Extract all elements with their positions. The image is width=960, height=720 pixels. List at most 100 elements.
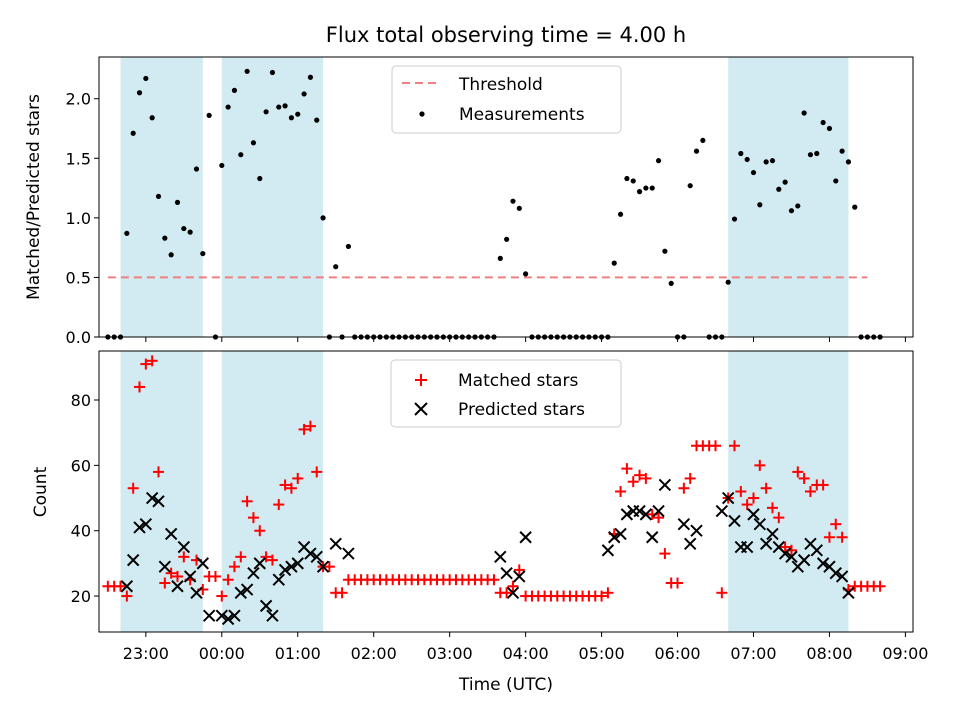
measurement-point bbox=[149, 115, 155, 121]
top-panel: 0.00.51.01.52.0 Matched/Predicted stars … bbox=[24, 56, 914, 347]
predicted-star-point bbox=[171, 580, 184, 593]
measurement-point bbox=[643, 185, 649, 191]
measurement-point bbox=[814, 150, 820, 157]
matched-star-point bbox=[747, 492, 759, 504]
measurement-point bbox=[295, 111, 301, 117]
predicted-star-point bbox=[620, 508, 634, 521]
predicted-star-point bbox=[759, 537, 773, 550]
bottom-x-tick-label: 07:00 bbox=[730, 644, 776, 663]
predicted-star-point bbox=[215, 609, 229, 622]
legend-predicted-label: Predicted stars bbox=[458, 400, 585, 420]
measurement-point bbox=[649, 185, 655, 191]
matched-star-point bbox=[273, 499, 285, 511]
bottom-shaded-intervals bbox=[120, 351, 849, 632]
bottom-x-tick-label: 23:00 bbox=[123, 644, 169, 663]
measurement-point bbox=[288, 115, 295, 121]
matched-star-point bbox=[260, 551, 272, 563]
bottom-y-tick-label: 40 bbox=[71, 522, 91, 541]
predicted-star-point bbox=[766, 527, 779, 541]
matched-star-point bbox=[640, 472, 652, 484]
predicted-star-point bbox=[342, 547, 355, 560]
measurement-point bbox=[738, 150, 744, 157]
predicted-star-point bbox=[145, 491, 159, 505]
matched-star-point bbox=[678, 482, 690, 494]
bottom-x-tick-label: 02:00 bbox=[351, 644, 397, 663]
matched-star-point bbox=[146, 355, 158, 367]
measurement-point bbox=[136, 90, 143, 96]
predicted-star-point bbox=[177, 540, 191, 554]
predicted-star-point bbox=[278, 563, 292, 577]
matched-star-point bbox=[488, 574, 500, 586]
matched-star-point bbox=[836, 531, 848, 543]
top-y-tick-label: 1.5 bbox=[66, 149, 91, 168]
matched-star-point bbox=[634, 469, 646, 481]
matched-star-point bbox=[513, 564, 525, 576]
measurement-point bbox=[523, 271, 529, 277]
measurement-point bbox=[769, 158, 776, 164]
matched-star-point bbox=[140, 358, 152, 370]
measurement-point bbox=[617, 211, 624, 217]
measurement-point bbox=[143, 75, 149, 82]
measurement-point bbox=[700, 137, 706, 144]
predicted-star-point bbox=[266, 609, 279, 622]
matched-star-point bbox=[817, 479, 829, 491]
measurement-point bbox=[795, 203, 801, 209]
predicted-star-point bbox=[506, 586, 520, 599]
bottom-y-axis-label: Count bbox=[31, 466, 51, 517]
measurement-point bbox=[630, 178, 636, 184]
predicted-star-point bbox=[835, 570, 849, 583]
predicted-star-point bbox=[139, 517, 153, 531]
matched-star-point bbox=[741, 499, 753, 511]
measurement-point bbox=[636, 189, 643, 195]
measurement-point bbox=[250, 140, 257, 146]
matched-star-point bbox=[279, 479, 291, 491]
bottom-x-tick-label: 09:00 bbox=[882, 644, 928, 663]
predicted-star-point bbox=[747, 508, 760, 521]
predicted-star-point bbox=[778, 547, 792, 560]
top-y-tick-label: 1.0 bbox=[66, 209, 91, 228]
measurement-point bbox=[320, 215, 326, 221]
predicted-star-point bbox=[728, 514, 741, 528]
matched-star-point bbox=[627, 476, 639, 488]
predicted-star-point bbox=[310, 550, 323, 564]
predicted-star-point bbox=[753, 517, 767, 531]
measurement-point bbox=[839, 148, 845, 154]
matched-star-point bbox=[659, 548, 671, 560]
predicted-star-point bbox=[842, 586, 855, 599]
predicted-star-point bbox=[329, 537, 342, 550]
top-axes-frame bbox=[98, 56, 914, 338]
predicted-star-point bbox=[202, 609, 216, 622]
measurement-point bbox=[788, 208, 795, 214]
measurement-point bbox=[611, 260, 617, 266]
matched-star-point bbox=[165, 567, 177, 579]
predicted-star-point bbox=[133, 521, 146, 534]
matched-star-point bbox=[304, 420, 316, 432]
matched-star-point bbox=[336, 587, 348, 599]
measurement-point bbox=[193, 166, 200, 172]
predicted-star-point bbox=[677, 517, 691, 531]
measurement-point bbox=[510, 198, 516, 204]
top-y-ticks: 0.0 0.5 1.0 1.5 2.0 bbox=[66, 90, 99, 347]
matched-star-point bbox=[159, 577, 171, 589]
predicted-star-point bbox=[228, 609, 241, 622]
measurement-point bbox=[687, 183, 693, 189]
measurement-point bbox=[276, 104, 282, 110]
measurement-point bbox=[801, 110, 807, 116]
measurement-point bbox=[155, 193, 162, 200]
bottom-x-tick-label: 04:00 bbox=[503, 644, 549, 663]
bottom-x-tick-label: 05:00 bbox=[579, 644, 625, 663]
measurement-point bbox=[162, 235, 168, 241]
legend-measurements-label: Measurements bbox=[459, 105, 585, 125]
matched-star-point bbox=[241, 495, 253, 507]
bottom-x-tick-label: 01:00 bbox=[275, 644, 321, 663]
legend-matched-label: Matched stars bbox=[458, 371, 578, 391]
measurement-point bbox=[820, 119, 826, 126]
measurement-point bbox=[845, 159, 852, 165]
measurement-point bbox=[282, 103, 288, 109]
predicted-star-point bbox=[810, 544, 823, 557]
bottom-x-tick-label: 03:00 bbox=[427, 644, 473, 663]
matched-star-point bbox=[621, 463, 633, 475]
legend-measurements-swatch bbox=[419, 111, 425, 117]
top-shaded-interval-0 bbox=[120, 57, 203, 337]
matched-star-point bbox=[596, 590, 608, 602]
